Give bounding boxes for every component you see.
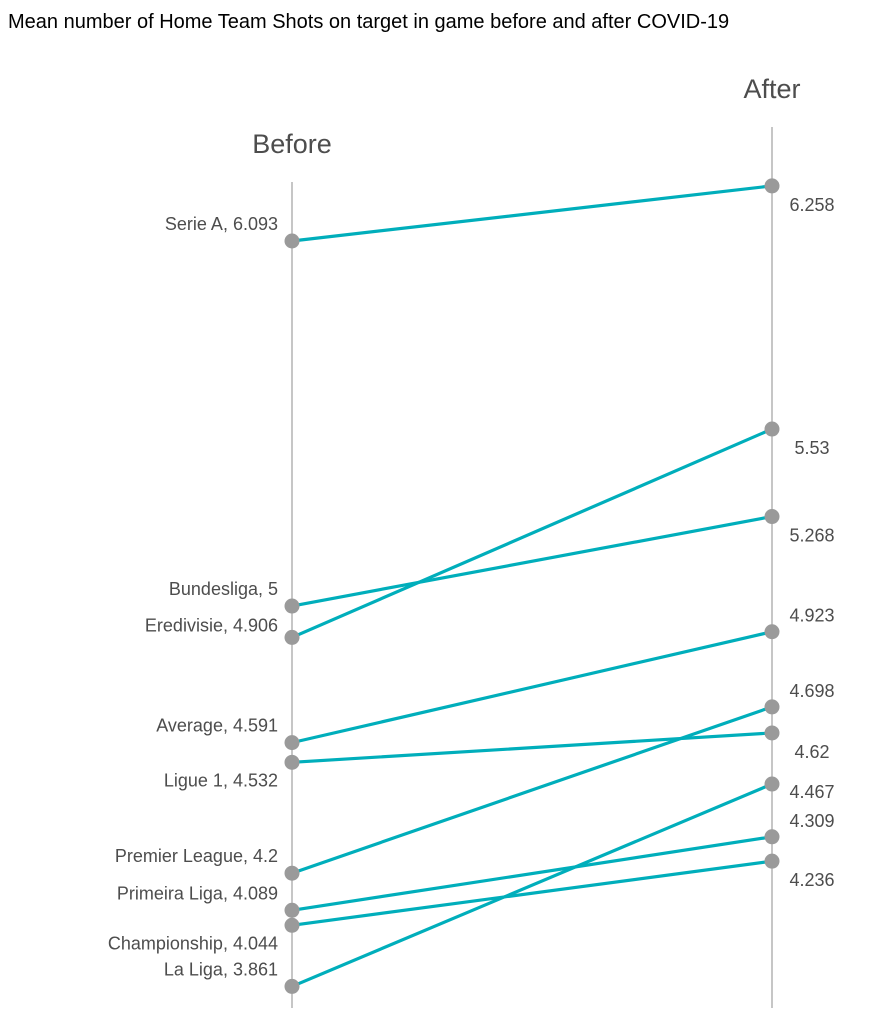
after-label-eredivisie: 5.53 (794, 438, 829, 458)
before-label-championship: Championship, 4.044 (108, 933, 278, 953)
before-point-championship (284, 917, 300, 933)
series-line-serie-a (290, 184, 774, 243)
before-column-heading: Before (252, 129, 332, 159)
after-label-ligue-1: 4.62 (794, 742, 829, 762)
series-line-average (290, 630, 774, 745)
after-point-eredivisie (764, 421, 780, 437)
after-point-la-liga (764, 776, 780, 792)
after-point-premier-league (764, 699, 780, 715)
series-line-bundesliga (290, 514, 774, 608)
before-point-primeira-liga (284, 902, 300, 918)
before-label-bundesliga: Bundesliga, 5 (169, 579, 278, 599)
after-point-primeira-liga (764, 829, 780, 845)
before-point-serie-a (284, 233, 300, 249)
after-label-serie-a: 6.258 (789, 195, 834, 215)
series-line-la-liga (290, 782, 774, 989)
after-column-heading: After (743, 74, 800, 104)
before-label-eredivisie: Eredivisie, 4.906 (145, 615, 278, 635)
before-label-primeira-liga: Primeira Liga, 4.089 (117, 883, 278, 903)
series-line-primeira-liga (290, 835, 774, 912)
before-label-premier-league: Premier League, 4.2 (115, 846, 278, 866)
before-label-average: Average, 4.591 (156, 716, 278, 736)
series-line-ligue-1 (290, 731, 774, 764)
after-point-serie-a (764, 178, 780, 194)
after-label-average: 4.923 (789, 606, 834, 626)
after-point-ligue-1 (764, 725, 780, 741)
before-point-premier-league (284, 865, 300, 881)
after-label-premier-league: 4.698 (789, 681, 834, 701)
series-line-eredivisie (290, 427, 774, 640)
after-point-bundesliga (764, 509, 780, 525)
after-label-la-liga: 4.467 (789, 782, 834, 802)
before-point-la-liga (284, 978, 300, 994)
after-label-primeira-liga: 4.309 (789, 811, 834, 831)
series-line-premier-league (290, 705, 774, 875)
before-point-average (284, 735, 300, 751)
before-label-ligue-1: Ligue 1, 4.532 (164, 770, 278, 790)
series-line-championship (290, 859, 774, 927)
before-label-la-liga: La Liga, 3.861 (164, 959, 278, 979)
after-point-championship (764, 853, 780, 869)
after-label-bundesliga: 5.268 (789, 526, 834, 546)
before-point-bundesliga (284, 598, 300, 614)
after-label-championship: 4.236 (789, 870, 834, 890)
before-label-serie-a: Serie A, 6.093 (165, 214, 278, 234)
before-point-eredivisie (284, 629, 300, 645)
chart-title: Mean number of Home Team Shots on target… (8, 11, 729, 33)
after-point-average (764, 624, 780, 640)
before-point-ligue-1 (284, 754, 300, 770)
